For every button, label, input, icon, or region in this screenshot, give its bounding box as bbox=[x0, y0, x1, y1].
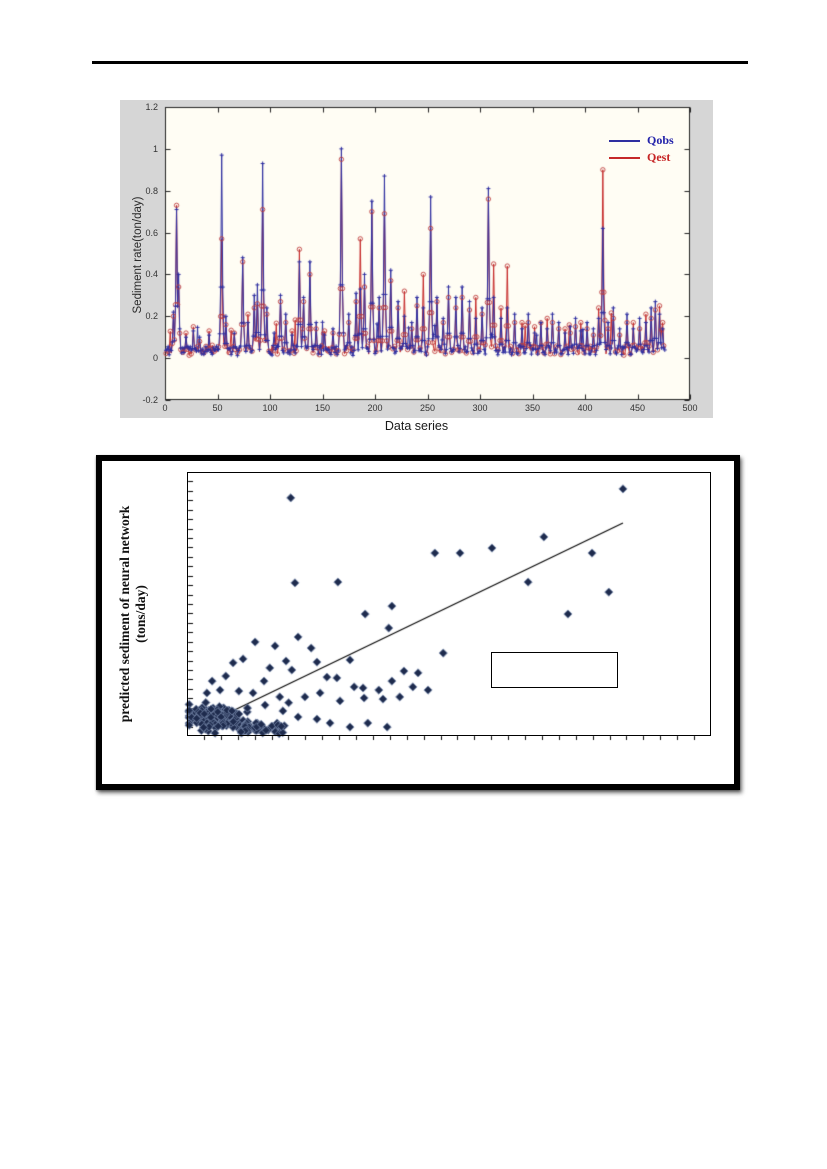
fig1-y-tick-label: 1 bbox=[152, 143, 158, 154]
fig1-y-tick-label: 0.4 bbox=[145, 269, 158, 280]
fig1-x-tick-label: 350 bbox=[524, 403, 541, 413]
fig2-inner-area: predicted sediment of neural network (to… bbox=[102, 461, 734, 784]
fig1-x-tick-label: 400 bbox=[577, 403, 593, 413]
fig1-y-tick-label: 0.6 bbox=[145, 227, 158, 238]
fig1-x-tick-label: 100 bbox=[262, 403, 278, 413]
fig1-x-tick-label: 500 bbox=[682, 403, 698, 413]
fig1-x-axis-label: Data series bbox=[384, 419, 449, 433]
qest-legend-label: Qest bbox=[647, 150, 671, 164]
fig1-y-tick-label: 0.2 bbox=[145, 311, 158, 322]
fig1-x-tick-label: 250 bbox=[419, 403, 436, 413]
fig2-y-axis-label-line2: (tons/day) bbox=[133, 585, 148, 643]
fig2-empty-legend-box bbox=[491, 652, 618, 688]
qobs-legend-label: Qobs bbox=[647, 133, 674, 147]
fig1-y-tick-label: -0.2 bbox=[142, 395, 158, 405]
fig1-x-tick-label: 150 bbox=[314, 403, 331, 413]
fig1-y-tick-label: 1.2 bbox=[145, 101, 158, 112]
fig1-x-tick-label: 300 bbox=[472, 403, 488, 413]
fig1-x-tick-label: 0 bbox=[162, 403, 168, 413]
scatter-canvas bbox=[102, 461, 734, 784]
sediment-rate-line-chart: Sediment rate(ton/day) -0.2 0 0.2 0.4 0.6 0.8… bbox=[120, 100, 713, 418]
fig1-x-tick-label: 450 bbox=[629, 403, 646, 413]
qest-legend-line bbox=[609, 157, 640, 159]
fig1-x-tick-label: 50 bbox=[212, 403, 223, 413]
neural-network-scatter-figure: predicted sediment of neural network (to… bbox=[96, 455, 740, 790]
qobs-legend-line bbox=[609, 140, 640, 142]
fig2-plot-border bbox=[187, 472, 711, 736]
fig1-y-tick-label: 0.8 bbox=[145, 185, 158, 196]
fig2-y-axis-label-line1: predicted sediment of neural network bbox=[117, 505, 132, 723]
header-rule bbox=[92, 61, 748, 64]
fig1-y-tick-label: 0 bbox=[152, 353, 158, 364]
fig1-x-tick-label: 200 bbox=[367, 403, 383, 413]
fig2-y-axis-label: predicted sediment of neural network (to… bbox=[117, 414, 151, 814]
line-chart-canvas bbox=[120, 100, 713, 418]
